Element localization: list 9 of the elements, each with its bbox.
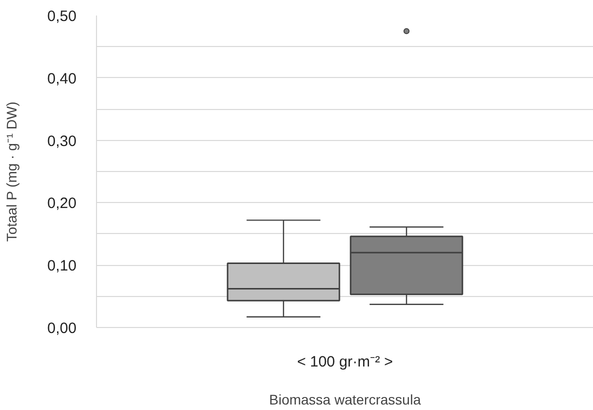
y-tick-label: 0,10: [47, 258, 77, 275]
y-tick-label: 0,30: [47, 132, 77, 150]
x-axis-title: Biomassa watercrassula: [269, 392, 422, 408]
y-axis-title: Totaal P (mg · g⁻¹ DW): [3, 102, 20, 242]
y-tick-label: 0,40: [47, 70, 77, 88]
y-tick-label: 0,50: [47, 8, 77, 25]
y-tick-label: 0,20: [47, 195, 77, 212]
y-tick-label: 0,00: [47, 320, 77, 337]
x-tick-label: < 100 gr·m⁻² >: [297, 354, 394, 370]
